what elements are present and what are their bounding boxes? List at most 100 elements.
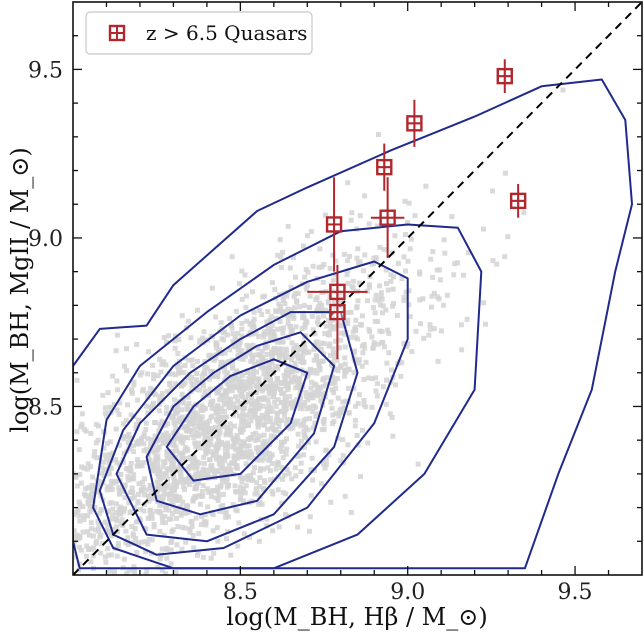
- background-point: [185, 476, 191, 482]
- background-point: [167, 516, 172, 522]
- background-point: [388, 279, 394, 284]
- background-point: [338, 330, 344, 336]
- background-point: [237, 445, 243, 451]
- background-point: [179, 391, 185, 397]
- background-point: [114, 518, 120, 524]
- background-point: [121, 421, 126, 427]
- background-point: [191, 495, 197, 501]
- background-point: [362, 252, 368, 258]
- background-point: [88, 520, 94, 526]
- background-point: [265, 386, 271, 392]
- background-point: [180, 499, 186, 505]
- background-point: [239, 326, 245, 332]
- background-point: [360, 427, 365, 433]
- background-point: [303, 435, 309, 441]
- background-point: [224, 466, 229, 472]
- background-point: [261, 456, 267, 462]
- background-point: [77, 544, 82, 550]
- background-point: [126, 468, 132, 474]
- background-point: [91, 453, 97, 459]
- background-point: [166, 507, 172, 513]
- background-point: [431, 326, 437, 332]
- background-point: [169, 499, 175, 505]
- background-point: [378, 290, 384, 296]
- background-point: [235, 404, 241, 410]
- background-point: [279, 449, 285, 454]
- background-point: [297, 304, 303, 310]
- background-point: [386, 330, 392, 336]
- background-point: [251, 323, 257, 329]
- background-point: [451, 272, 457, 278]
- background-point: [79, 411, 85, 417]
- background-point: [207, 376, 212, 382]
- background-point: [401, 254, 407, 260]
- background-point: [134, 519, 140, 525]
- background-point: [326, 452, 332, 458]
- background-point: [380, 303, 386, 309]
- background-point: [390, 303, 395, 309]
- background-point: [176, 337, 182, 343]
- background-point: [256, 361, 262, 367]
- background-point: [264, 319, 270, 325]
- background-point: [265, 426, 270, 432]
- background-point: [206, 418, 212, 424]
- background-point: [490, 188, 495, 194]
- background-point: [366, 221, 372, 227]
- background-point: [159, 418, 165, 424]
- background-point: [194, 441, 200, 447]
- background-point: [224, 476, 230, 482]
- background-point: [112, 569, 117, 575]
- background-point: [124, 346, 129, 352]
- background-point: [174, 509, 180, 515]
- background-point: [264, 351, 270, 357]
- background-point: [145, 493, 151, 499]
- background-point: [257, 402, 263, 408]
- background-point: [239, 479, 245, 485]
- background-point: [102, 410, 108, 416]
- background-point: [224, 424, 230, 430]
- background-point: [161, 359, 167, 365]
- background-point: [196, 387, 202, 393]
- background-point: [289, 357, 294, 363]
- background-point: [316, 344, 322, 350]
- background-point: [459, 347, 465, 353]
- background-point: [403, 289, 409, 295]
- background-point: [198, 419, 204, 425]
- background-point: [224, 536, 229, 542]
- background-point: [156, 444, 162, 450]
- background-point: [214, 525, 220, 530]
- background-point: [235, 330, 241, 336]
- background-point: [319, 340, 325, 346]
- background-point: [150, 462, 156, 467]
- background-point: [169, 466, 175, 472]
- background-point: [298, 395, 304, 401]
- background-point: [228, 426, 234, 432]
- background-point: [141, 441, 147, 447]
- background-point: [290, 254, 296, 260]
- background-point: [221, 409, 227, 414]
- background-point: [299, 346, 305, 352]
- background-point: [261, 397, 267, 403]
- background-point: [116, 442, 122, 448]
- background-point: [257, 484, 263, 489]
- background-point: [377, 328, 383, 334]
- background-point: [128, 509, 134, 515]
- background-point: [321, 262, 327, 267]
- background-point: [285, 306, 291, 312]
- background-point: [310, 425, 316, 431]
- background-point: [208, 555, 214, 561]
- background-point: [192, 476, 198, 482]
- background-point: [354, 358, 360, 364]
- background-point: [131, 382, 137, 388]
- background-point: [77, 502, 83, 508]
- background-point: [272, 399, 278, 405]
- background-point: [257, 433, 263, 439]
- background-point: [269, 350, 275, 356]
- background-point: [348, 510, 354, 515]
- background-point: [360, 350, 366, 356]
- background-point: [273, 466, 279, 472]
- background-point: [278, 304, 284, 310]
- background-point: [282, 301, 288, 306]
- background-point: [343, 398, 349, 404]
- background-point: [155, 447, 161, 453]
